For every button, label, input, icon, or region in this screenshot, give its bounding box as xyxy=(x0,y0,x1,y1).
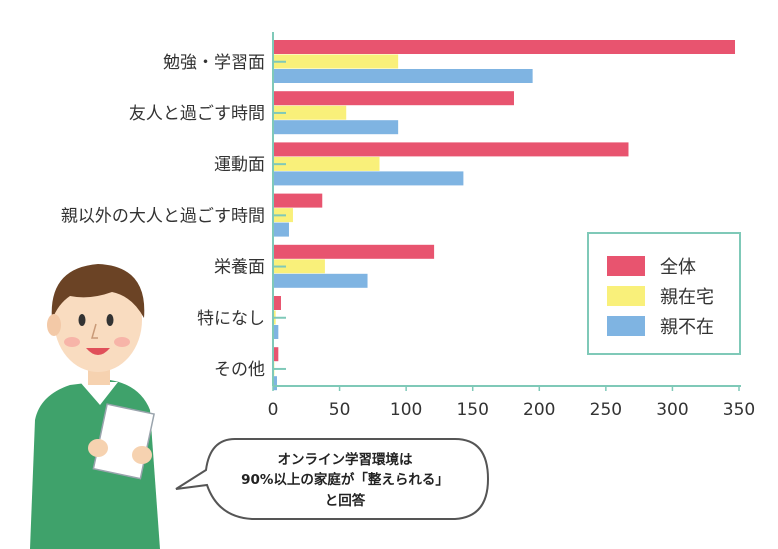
bar-total xyxy=(273,193,323,208)
category-label: 親以外の大人と過ごす時間 xyxy=(61,206,265,226)
x-tick-label: 350 xyxy=(723,400,755,420)
x-tick-label: 300 xyxy=(656,400,688,420)
callout-line-1: オンライン学習環境は xyxy=(278,451,413,468)
bar-total xyxy=(273,40,736,54)
teacher-cheek xyxy=(64,337,80,347)
bar-total xyxy=(273,296,281,310)
legend-label: 親不在 xyxy=(660,317,714,338)
x-tick-label: 250 xyxy=(590,400,622,420)
category-label: 運動面 xyxy=(214,155,265,175)
legend-swatch xyxy=(607,286,645,306)
category-label: 友人と過ごす時間 xyxy=(129,104,265,124)
teacher-cheek xyxy=(114,337,130,347)
category-label: その他 xyxy=(214,360,265,380)
axes xyxy=(272,32,741,387)
speech-bubble: オンライン学習環境は 90%以上の家庭が「整えられる」 と回答 xyxy=(175,438,490,520)
bar-parent-away xyxy=(273,273,368,288)
bar-parent-away xyxy=(273,69,533,83)
legend-label: 全体 xyxy=(660,257,696,278)
x-tick-label: 200 xyxy=(523,400,555,420)
legend-swatch xyxy=(607,316,645,336)
bar-parent-home xyxy=(273,54,399,69)
callout-line-2: 90%以上の家庭が「整えられる」 xyxy=(241,471,449,488)
bar-parent-away xyxy=(273,120,399,135)
teacher-mouth xyxy=(86,348,110,355)
teacher-illustration xyxy=(30,264,160,549)
teacher-eye xyxy=(106,314,114,326)
x-tick-label: 150 xyxy=(456,400,488,420)
category-label: 特になし xyxy=(197,309,265,329)
x-tick-label: 0 xyxy=(268,400,279,420)
category-label: 勉強・学習面 xyxy=(163,53,265,73)
teacher-eye xyxy=(78,314,86,326)
teacher-hair xyxy=(51,264,145,320)
teacher-hand xyxy=(132,446,152,464)
bar-parent-home xyxy=(273,156,380,171)
teacher-collar xyxy=(80,382,118,405)
callout-line-3: と回答 xyxy=(325,492,366,509)
x-tick-label: 50 xyxy=(329,400,351,420)
bar-total xyxy=(273,244,435,259)
bar-total xyxy=(273,91,514,106)
speech-bubble-shape xyxy=(175,438,490,520)
bar-parent-home xyxy=(273,105,347,120)
bar-parent-away xyxy=(273,171,464,186)
bar-parent-away xyxy=(273,376,277,391)
bar-parent-home xyxy=(273,259,325,274)
bars-group xyxy=(273,40,736,391)
bar-parent-away xyxy=(273,325,279,339)
bar-total xyxy=(273,142,629,157)
bar-total xyxy=(273,347,279,362)
category-label: 栄養面 xyxy=(214,258,265,278)
bar-parent-away xyxy=(273,222,289,237)
x-tick-label: 100 xyxy=(390,400,422,420)
legend-label: 親在宅 xyxy=(660,287,714,308)
teacher-ear xyxy=(47,314,61,336)
teacher-nose xyxy=(91,323,98,339)
legend-swatch xyxy=(607,256,645,276)
x-ticks: 0 50 100 150 200 250 300 350 xyxy=(268,386,755,420)
teacher-hand xyxy=(88,439,108,457)
